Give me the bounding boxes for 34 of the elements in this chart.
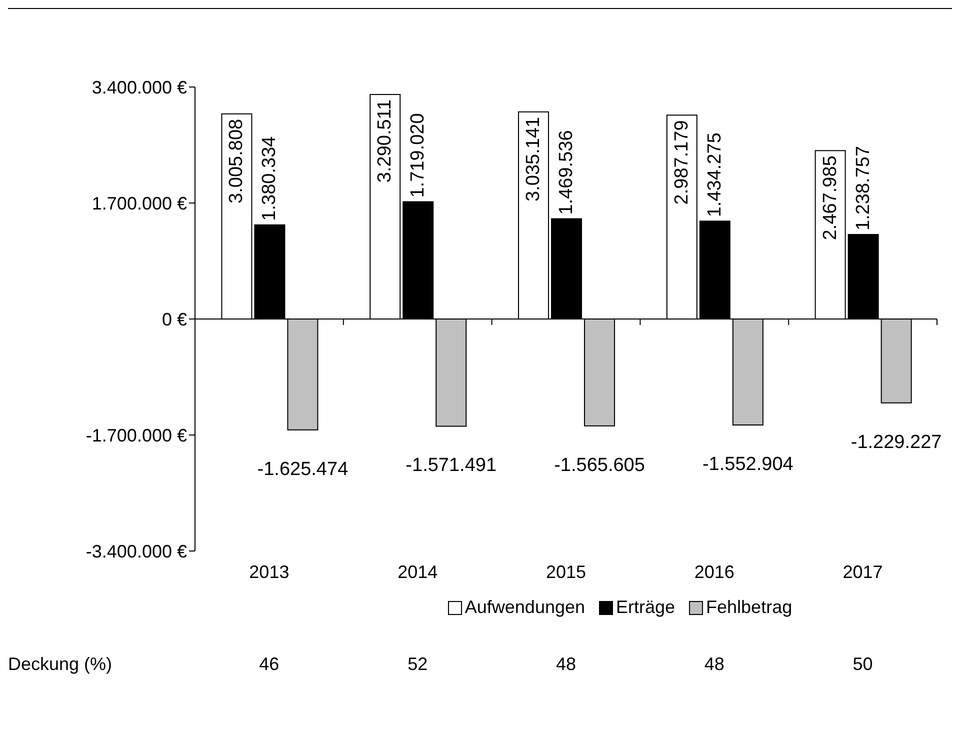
data-label: 3.290.511 (374, 99, 396, 183)
x-tick-label: 2013 (249, 562, 290, 582)
data-label: 2.467.985 (820, 156, 841, 240)
legend-label: Aufwendungen (464, 597, 585, 618)
data-label: 1.719.020 (408, 113, 429, 198)
data-label: 1.380.334 (259, 136, 280, 221)
data-label: -1.625.474 (257, 458, 349, 480)
data-label: -1.571.491 (406, 455, 497, 476)
y-tick-label: 1.700.000 € (92, 193, 187, 214)
text: 48 (704, 654, 724, 675)
data-label: -1.552.904 (702, 454, 794, 475)
y-tick-label: -1.700.000 € (86, 425, 187, 446)
data-label: -1.565.605 (554, 454, 645, 476)
y-tick-label: 3.400.000 € (92, 77, 187, 98)
y-tick-label: 0 € (162, 309, 187, 330)
text: 52 (408, 654, 428, 675)
data-label: 1.238.757 (852, 146, 874, 230)
x-tick-label: 2016 (694, 562, 734, 582)
data-label: 1.469.536 (556, 130, 578, 215)
text: 50 (852, 654, 873, 675)
y-tick-label: -3.400.000 € (86, 541, 187, 562)
data-label: -1.229.227 (850, 432, 942, 453)
data-label: 2.987.179 (671, 120, 692, 205)
data-label: 3.035.141 (523, 116, 544, 202)
data-label: 3.005.808 (226, 118, 248, 204)
text: 46 (259, 654, 280, 675)
text: Deckung (%) (8, 654, 112, 675)
text: 48 (556, 654, 576, 675)
x-tick-label: 2015 (546, 562, 586, 582)
x-tick-label: 2017 (842, 562, 883, 582)
legend-label: Fehlbetrag (706, 597, 792, 618)
data-label: 1.434.275 (704, 132, 726, 218)
x-tick-label: 2014 (398, 562, 438, 582)
legend-label: Erträge (616, 597, 676, 618)
